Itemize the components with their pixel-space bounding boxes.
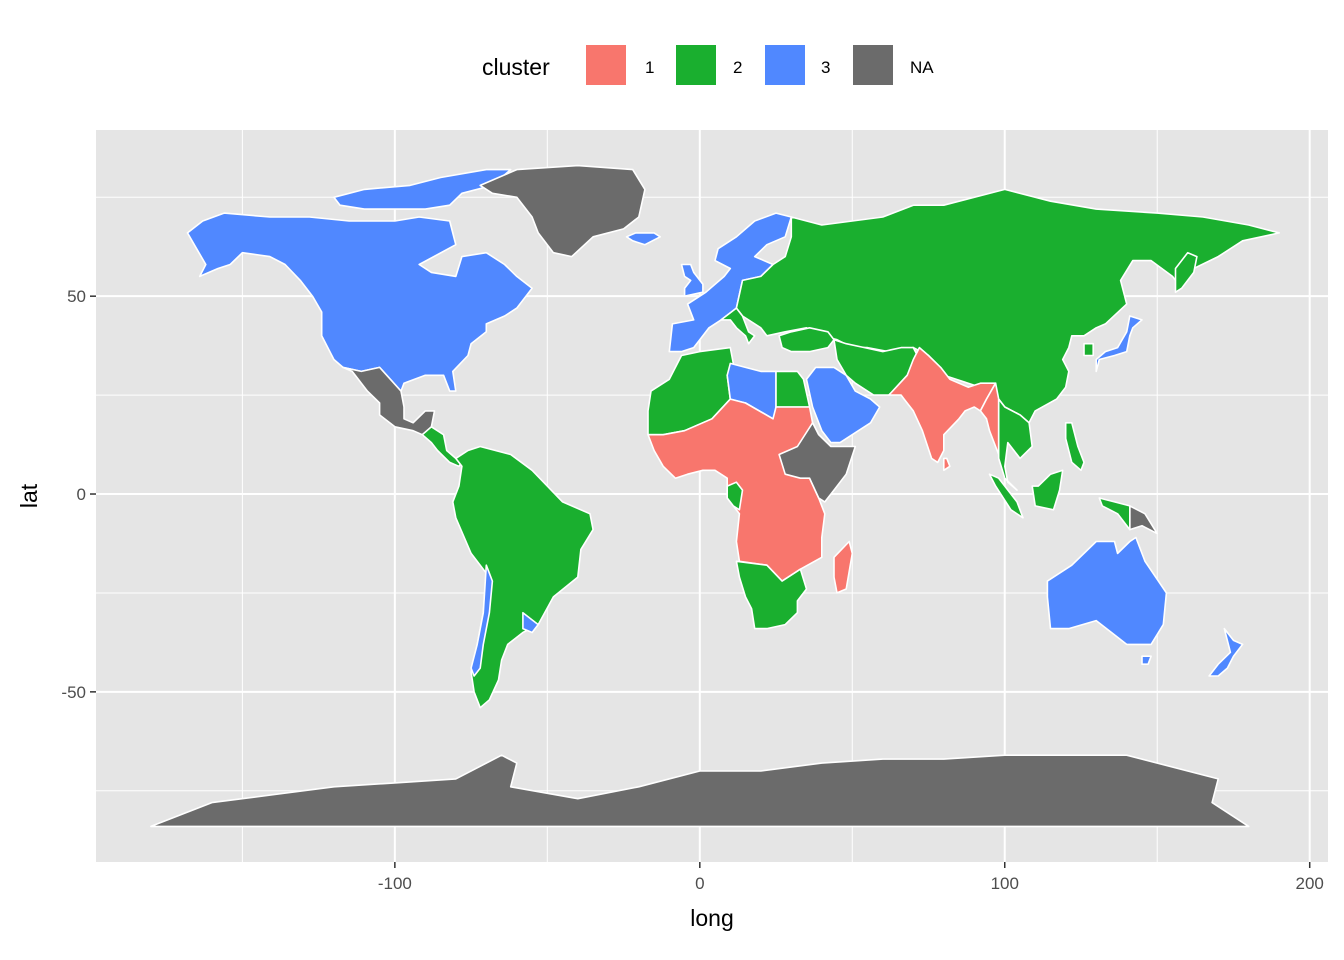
x-tick-label: -100 — [378, 874, 412, 893]
region-russia-eastern-europe-central-asia — [735, 188, 1280, 424]
region-kamchatka — [1174, 251, 1198, 294]
region-philippines — [1064, 421, 1085, 472]
land-regions — [150, 164, 1280, 828]
region-borneo — [1031, 469, 1064, 511]
region-horn-of-africa-east — [778, 421, 857, 503]
region-arabian-peninsula — [805, 366, 881, 444]
y-tick-label: 50 — [67, 287, 86, 306]
region-egypt — [775, 370, 811, 408]
legend-key-3 — [765, 45, 805, 85]
legend-label-3: 3 — [821, 58, 830, 77]
region-southeast-asia — [997, 398, 1033, 491]
region-japan — [1095, 315, 1143, 373]
legend-key-1 — [586, 45, 626, 85]
region-tasmania — [1141, 655, 1152, 666]
region-gabon-congo — [726, 481, 744, 511]
region-sri-lanka — [942, 457, 951, 472]
region-antarctica — [150, 754, 1250, 828]
region-south-america — [451, 445, 594, 709]
region-turkey-caucasus — [778, 326, 835, 353]
region-chile — [470, 564, 494, 677]
x-tick-label: 100 — [991, 874, 1019, 893]
legend-label-2: 2 — [733, 58, 742, 77]
axis-ticks: -100 0 100 200 -50 0 50 — [61, 287, 1323, 893]
region-australia — [1046, 536, 1168, 646]
region-greenland — [479, 164, 646, 258]
region-north-america — [186, 212, 533, 392]
region-great-britain — [680, 263, 704, 298]
region-sumatra — [988, 473, 1024, 519]
region-italy-balkans — [720, 307, 756, 345]
legend-label-1: 1 — [645, 58, 654, 77]
legend-title: cluster — [482, 54, 550, 80]
legend: cluster 1 2 3 NA — [482, 45, 934, 85]
y-tick-label: -50 — [61, 683, 86, 702]
region-arctic-islands — [333, 168, 512, 210]
legend-key-2 — [676, 45, 716, 85]
region-madagascar — [833, 540, 854, 594]
region-uruguay — [522, 611, 540, 634]
legend-key-na — [853, 45, 893, 85]
y-tick-label: 0 — [77, 485, 86, 504]
region-korea — [1083, 342, 1094, 357]
x-tick-label: 200 — [1296, 874, 1324, 893]
region-pakistan-india-bangladesh — [888, 346, 997, 464]
region-southern-africa — [735, 560, 808, 630]
region-new-zealand — [1208, 627, 1244, 677]
x-axis-title: long — [690, 905, 733, 931]
x-tick-label: 0 — [695, 874, 704, 893]
y-axis-title: lat — [16, 483, 42, 508]
region-iceland — [625, 232, 662, 246]
region-new-guinea-west — [1098, 497, 1131, 531]
legend-label-na: NA — [910, 58, 934, 77]
